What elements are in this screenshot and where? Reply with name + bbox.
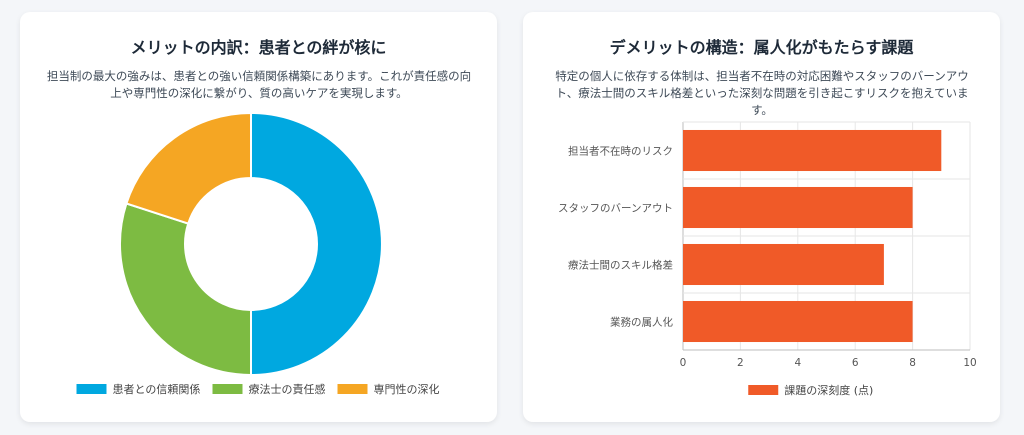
merit-donut-chart: 患者との信頼関係 療法士の責任感 専門性の深化 bbox=[76, 111, 440, 396]
bar-3[interactable] bbox=[683, 243, 884, 286]
merit-card: メリットの内訳：患者との絆が核に 担当制の最大の強みは、患者との強い信頼関係構築… bbox=[20, 12, 497, 422]
bar-x-tick-label-2: 4 bbox=[794, 357, 801, 369]
donut-legend-swatch-1 bbox=[76, 384, 107, 394]
bar-category-label-1: 担当者不在時のリスク bbox=[568, 145, 673, 158]
donut-legend-label-3: 専門性の深化 bbox=[374, 382, 440, 396]
demerit-card: デメリットの構造：属人化がもたらす課題 特定の個人に依存する体制は、担当者不在時… bbox=[523, 12, 1000, 422]
donut-slice-1[interactable] bbox=[250, 111, 383, 377]
merit-card-title: メリットの内訳：患者との絆が核に bbox=[130, 38, 387, 57]
bar-category-label-2: スタッフのバーンアウト bbox=[558, 203, 673, 215]
donut-legend-swatch-2 bbox=[212, 384, 243, 394]
bar-1[interactable] bbox=[683, 129, 942, 172]
bar-category-label-3: 療法士間のスキル格差 bbox=[568, 259, 673, 272]
donut-slice-2[interactable] bbox=[119, 202, 252, 377]
bar-4[interactable] bbox=[683, 300, 913, 343]
bar-legend-label: 課題の深刻度 (点) bbox=[784, 383, 873, 397]
bar-legend-swatch bbox=[748, 385, 779, 395]
donut-legend-label-2: 療法士の責任感 bbox=[249, 382, 326, 396]
demerit-card-title: デメリットの構造：属人化がもたらす課題 bbox=[609, 38, 914, 57]
merit-card-description: 担当制の最大の強みは、患者との強い信頼関係構築にあります。これが責任感の向上や専… bbox=[46, 69, 472, 100]
bar-x-tick-label-0: 0 bbox=[680, 357, 687, 369]
bar-x-tick-label-1: 2 bbox=[737, 357, 744, 369]
donut-legend-swatch-3 bbox=[337, 384, 368, 394]
bar-x-tick-label-5: 10 bbox=[963, 357, 976, 369]
bar-2[interactable] bbox=[683, 186, 913, 229]
bar-x-tick-label-3: 6 bbox=[852, 357, 859, 369]
bar-category-label-4: 業務の属人化 bbox=[610, 316, 673, 329]
bar-x-tick-label-4: 8 bbox=[909, 357, 916, 369]
donut-slice-3[interactable] bbox=[125, 111, 252, 225]
demerit-card-description: 特定の個人に依存する体制は、担当者不在時の対応困難やスタッフのバーンアウト、療法… bbox=[555, 69, 969, 117]
donut-legend-label-1: 患者との信頼関係 bbox=[113, 383, 201, 396]
